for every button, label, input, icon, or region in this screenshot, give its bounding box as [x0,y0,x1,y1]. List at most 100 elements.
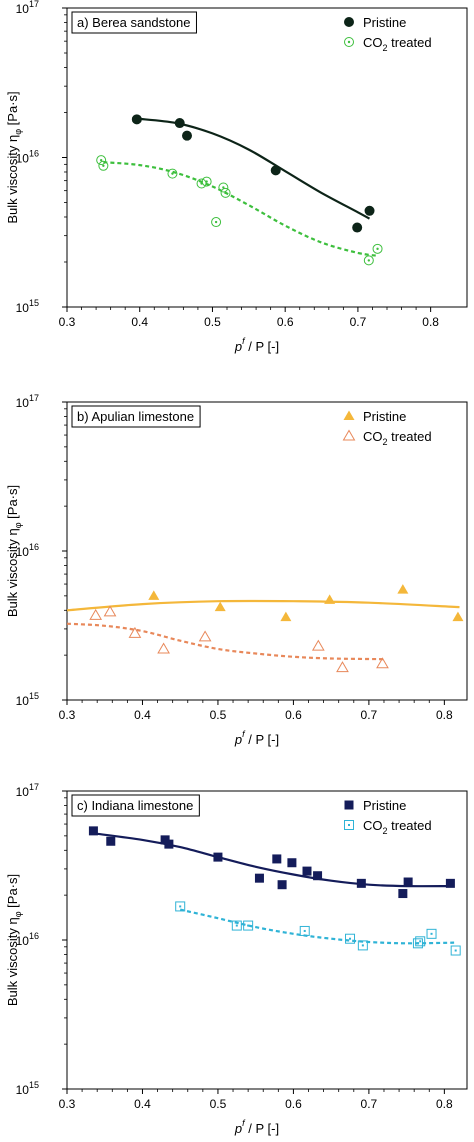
x-tick-label: 0.4 [134,708,151,722]
data-point-series-2 [196,178,207,189]
legend-label-series-2: CO2 treated [363,429,432,447]
chart-panel-3: 0.3 0.4 0.5 0.6 0.7 0.8 1015 1016 1017 pf / P [-]… [5,782,468,1136]
data-point-series-1 [445,878,455,888]
fit-line-series-1 [67,599,460,612]
data-point-series-1 [280,611,292,622]
data-point-series-2 [128,626,142,638]
legend-label-series-2: CO2 treated [363,35,432,53]
y-tick-label: 1016 [16,542,39,559]
fit-line-series-2 [103,161,378,257]
legend-marker-series-2 [344,37,354,47]
legend: Pristine CO2 treated [342,409,432,447]
data-point-series-2 [211,217,222,228]
legend-label-series-1: Pristine [363,409,406,424]
data-point-series-1 [277,880,287,890]
x-tick-label: 0.8 [436,708,453,722]
y-tick-label: 1016 [16,931,39,948]
plot-frame [66,7,468,308]
x-tick-label: 0.5 [210,1097,227,1111]
data-point-series-1 [356,878,366,888]
x-tick-label: 0.3 [59,1097,76,1111]
y-axis-title: Bulk viscosity ηφ [Pa·s] [5,91,23,223]
data-point-series-2 [157,642,170,654]
panel-label: b) Apulian limestone [71,405,201,428]
data-point-series-2 [201,176,212,187]
data-point-series-2 [426,928,437,939]
data-point-series-2 [412,938,423,949]
data-point-series-2 [198,630,212,642]
y-tick-label: 1017 [16,782,39,799]
data-point-series-2 [450,945,461,956]
data-point-series-1 [352,222,363,233]
legend-label-series-2: CO2 treated [363,818,432,836]
x-axis-title: pf / P [-] [234,1118,279,1136]
y-tick-label: 1015 [16,1080,39,1097]
data-point-series-1 [174,118,185,129]
legend-label-series-1: Pristine [363,798,406,813]
fit-line-series-2 [179,908,456,945]
data-point-series-1 [182,130,192,141]
y-tick-label: 1015 [16,298,39,315]
data-point-series-1 [398,889,408,899]
data-point-series-1 [254,873,264,883]
data-point-series-2 [243,920,254,931]
fit-line-series-1 [136,117,371,220]
data-point-series-2 [103,605,117,617]
data-point-series-1 [302,866,312,876]
data-point-series-2 [96,155,107,166]
data-point-series-2 [231,920,242,931]
plot-area [67,584,464,673]
x-tick-label: 0.4 [131,315,148,329]
plot-area [96,114,383,266]
y-tick-label: 1017 [16,0,39,16]
plot-frame [66,790,468,1090]
plot-area [88,826,461,956]
data-point-series-1 [106,836,116,846]
data-point-series-1 [213,852,223,862]
data-point-series-2 [311,639,325,651]
legend-marker-series-2 [344,820,354,830]
y-tick-label: 1017 [16,393,39,410]
chart-panel-2: 0.3 0.4 0.5 0.6 0.7 0.8 1015 1016 1017 pf / P [-]… [5,393,468,747]
x-tick-label: 0.5 [204,315,221,329]
legend-marker-series-1 [344,17,354,27]
data-point-series-2 [415,936,426,947]
data-point-series-1 [270,165,281,176]
data-point-series-1 [272,854,282,864]
data-point-series-2 [336,661,349,673]
data-point-series-1 [131,114,142,125]
data-point-series-2 [167,168,178,179]
svg-text:a) Berea sandstone: a) Berea sandstone [77,15,190,30]
x-tick-label: 0.7 [350,315,367,329]
legend: Pristine CO2 treated [344,798,432,836]
legend-marker-series-1 [344,800,354,810]
x-tick-label: 0.8 [422,315,439,329]
y-tick-label: 1015 [16,691,39,708]
legend-label-series-1: Pristine [363,15,406,30]
plot-frame [66,401,468,701]
data-point-series-1 [164,839,174,849]
x-tick-label: 0.8 [436,1097,453,1111]
data-point-series-2 [345,933,356,944]
data-point-series-1 [403,877,413,887]
data-point-series-2 [299,925,310,936]
data-point-series-2 [363,255,374,266]
data-point-series-2 [376,657,389,669]
fit-line-series-1 [93,832,451,888]
svg-text:c) Indiana limestone: c) Indiana limestone [77,798,193,813]
legend-marker-series-2 [342,429,356,441]
x-tick-label: 0.7 [361,1097,378,1111]
data-point-series-2 [218,182,229,193]
data-point-series-1 [364,205,375,216]
data-point-series-1 [88,826,98,836]
data-point-series-2 [98,160,109,171]
panel-label: a) Berea sandstone [71,11,197,34]
data-point-series-2 [357,940,368,951]
x-tick-label: 0.5 [210,708,227,722]
x-axis-title: pf / P [-] [234,729,279,747]
y-axis-title: Bulk viscosity ηφ [Pa·s] [5,485,23,617]
data-point-series-1 [148,590,160,600]
x-tick-label: 0.4 [134,1097,151,1111]
data-point-series-2 [372,243,383,254]
data-point-series-1 [452,611,464,622]
